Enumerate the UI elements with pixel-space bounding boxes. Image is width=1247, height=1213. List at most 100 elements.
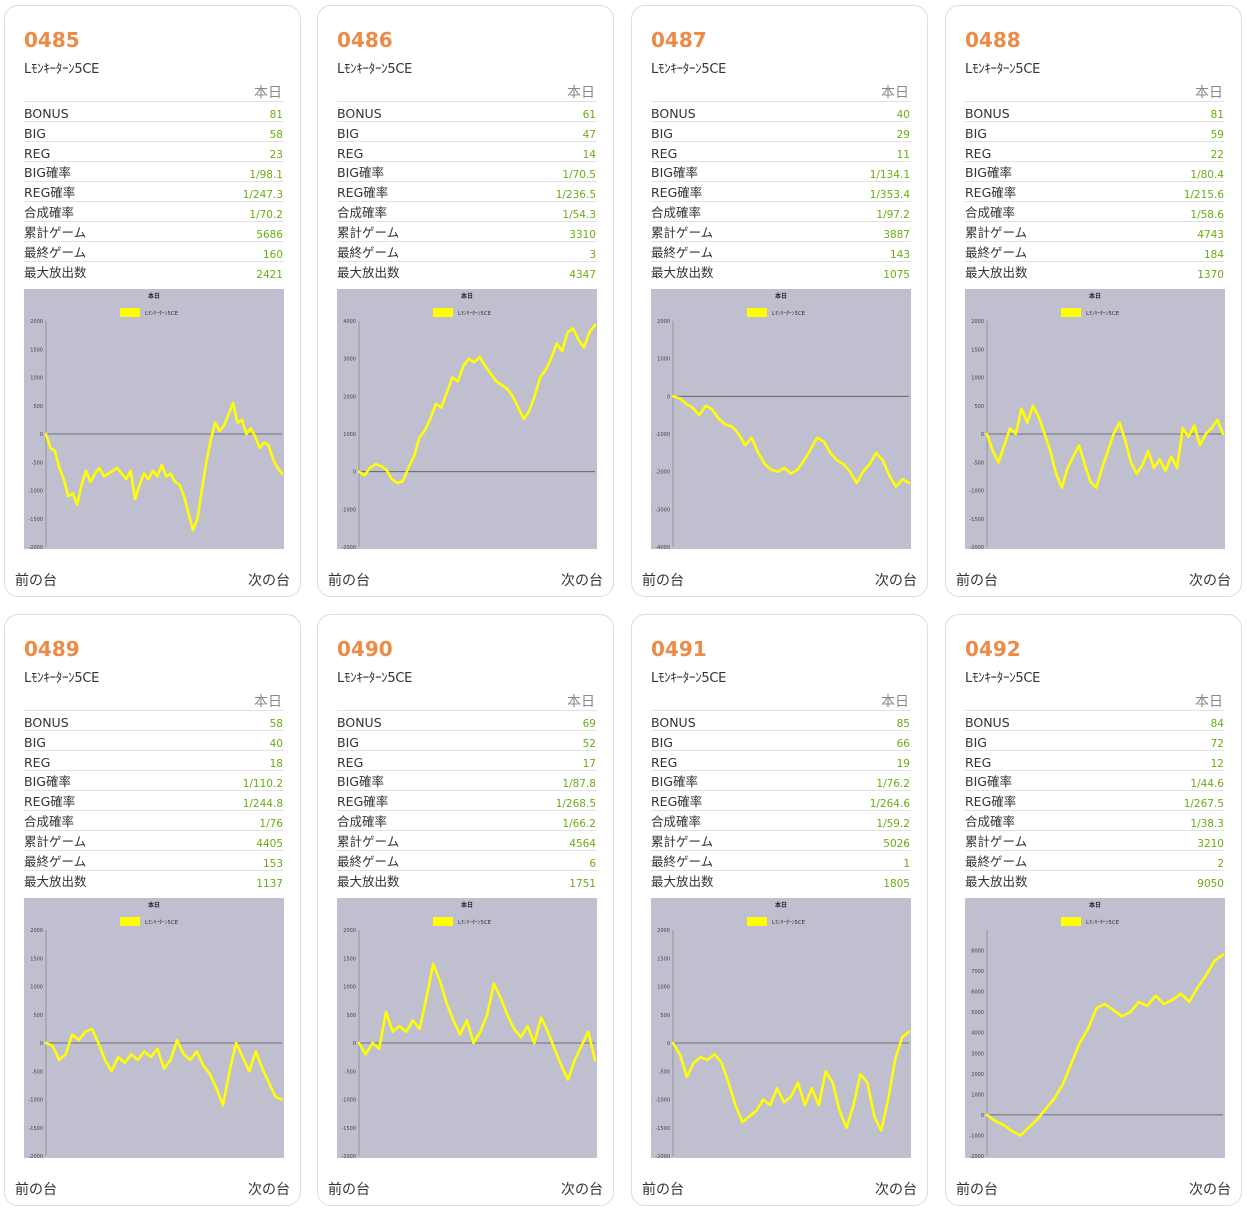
stat-value: 3 [493,241,597,262]
y-tick-label: 2000 [971,1072,984,1078]
stat-label: REG確率 [651,181,808,202]
prev-machine-link[interactable]: 前の台 [15,1182,57,1198]
machine-card: 0487 Lﾓﾝｷｰﾀｰﾝ5CE 本日 BONUS 40 BIG 29 REG 11 BIG確率 1… [631,5,928,597]
stat-value: 4347 [493,261,597,281]
next-machine-link[interactable]: 次の台 [561,573,603,589]
next-machine-link[interactable]: 次の台 [875,573,917,589]
y-tick-label: -3000 [655,507,670,513]
machine-number[interactable]: 0490 [337,637,393,661]
stats-row: BONUS 81 [965,101,1225,122]
machine-number[interactable]: 0485 [24,28,80,52]
machine-name: Lﾓﾝｷｰﾀｰﾝ5CE [965,671,1041,686]
y-tick-label: -500 [32,1069,43,1075]
stat-value: 1/236.5 [493,181,597,202]
y-tick-label: 500 [346,1013,356,1019]
slump-chart-svg: 本日 Lﾓﾝｷｰﾀｰﾝ5CE 4000 3000 2000 1000 0 -1000 -2000 [337,289,597,551]
prev-machine-link[interactable]: 前の台 [956,1182,998,1198]
y-tick-label: 1500 [343,956,356,962]
next-machine-link[interactable]: 次の台 [561,1182,603,1198]
y-tick-label: 8000 [971,949,984,955]
y-tick-label: -2000 [655,470,670,476]
stats-row: REG確率 1/264.6 [651,790,911,811]
y-tick-label: -1000 [969,1133,984,1139]
stat-label: 最終ゲーム [651,850,808,871]
series-line [357,962,597,1081]
chart-background [24,898,284,1158]
y-tick-label: -2000 [28,1154,43,1158]
machine-number[interactable]: 0488 [965,28,1021,52]
machine-number[interactable]: 0492 [965,637,1021,661]
stat-value: 58 [180,710,284,731]
stat-value: 3887 [807,221,911,242]
machine-number[interactable]: 0487 [651,28,707,52]
stats-row: 累計ゲーム 4743 [965,221,1225,242]
stat-label: 合成確率 [965,201,1122,222]
stat-label: BONUS [337,101,494,122]
stats-row: BIG確率 1/134.1 [651,161,911,182]
period-label: 本日 [254,85,282,101]
stat-label: BIG [651,121,808,142]
legend-swatch [433,917,453,926]
stat-value: 29 [807,121,911,142]
chart-title: 本日 [1089,901,1101,909]
stat-label: BIG確率 [965,770,1122,791]
stats-table: BONUS 81 BIG 59 REG 22 BIG確率 1/80.4 REG確率 1/215.6… [965,101,1225,281]
stat-label: 合成確率 [24,810,181,831]
y-tick-label: -2000 [969,1154,984,1158]
stat-label: BIG確率 [337,770,494,791]
stat-value: 59 [1121,121,1225,142]
y-tick-label: -4000 [655,545,670,549]
prev-machine-link[interactable]: 前の台 [956,573,998,589]
y-tick-label: 2000 [657,928,670,934]
stats-row: REG確率 1/353.4 [651,181,911,202]
stat-value: 1/76.2 [807,770,911,791]
prev-machine-link[interactable]: 前の台 [328,573,370,589]
stat-value: 5026 [807,830,911,851]
y-tick-label: -1000 [969,489,984,495]
stat-value: 1/247.3 [180,181,284,202]
stats-row: 合成確率 1/97.2 [651,201,911,222]
stats-row: 合成確率 1/66.2 [337,810,597,831]
stat-value: 40 [180,730,284,751]
slump-chart: 本日 Lﾓﾝｷｰﾀｰﾝ5CE 2000 1500 1000 500 0 -500 -1000 -1… [965,289,1225,551]
prev-machine-link[interactable]: 前の台 [642,1182,684,1198]
stat-value: 19 [807,750,911,771]
legend-label: Lﾓﾝｷｰﾀｰﾝ5CE [458,310,492,317]
stat-label: REG [24,141,181,162]
next-machine-link[interactable]: 次の台 [1189,1182,1231,1198]
y-tick-label: 4000 [971,1031,984,1037]
machine-card: 0492 Lﾓﾝｷｰﾀｰﾝ5CE 本日 BONUS 84 BIG 72 REG 12 BIG確率 1… [945,614,1242,1206]
stat-value: 2 [1121,850,1225,871]
y-tick-label: -1500 [969,517,984,523]
stat-label: REG確率 [24,181,181,202]
stats-row: 累計ゲーム 3310 [337,221,597,242]
prev-machine-link[interactable]: 前の台 [642,573,684,589]
stats-row: REG確率 1/236.5 [337,181,597,202]
stat-value: 9050 [1121,870,1225,890]
next-machine-link[interactable]: 次の台 [1189,573,1231,589]
next-machine-link[interactable]: 次の台 [248,573,290,589]
stats-row: BIG 47 [337,121,597,142]
machine-number[interactable]: 0491 [651,637,707,661]
y-tick-label: 6000 [971,990,984,996]
y-tick-label: -1500 [655,1126,670,1132]
stats-row: 最大放出数 1137 [24,870,284,890]
stat-label: BIG確率 [651,770,808,791]
stat-label: REG確率 [965,790,1122,811]
prev-machine-link[interactable]: 前の台 [328,1182,370,1198]
stat-value: 1075 [807,261,911,281]
next-machine-link[interactable]: 次の台 [875,1182,917,1198]
next-machine-link[interactable]: 次の台 [248,1182,290,1198]
stat-value: 14 [493,141,597,162]
y-tick-label: 0 [40,432,43,438]
y-tick-label: -2000 [655,1154,670,1158]
stat-value: 61 [493,101,597,122]
stat-label: REG [651,750,808,771]
machine-number[interactable]: 0486 [337,28,393,52]
machine-name: Lﾓﾝｷｰﾀｰﾝ5CE [651,671,727,686]
machine-number[interactable]: 0489 [24,637,80,661]
stats-row: BIG 58 [24,121,284,142]
slump-chart-svg: 本日 Lﾓﾝｷｰﾀｰﾝ5CE 2000 1500 1000 500 0 -500 -1000 -1… [24,898,284,1160]
prev-machine-link[interactable]: 前の台 [15,573,57,589]
stat-value: 58 [180,121,284,142]
